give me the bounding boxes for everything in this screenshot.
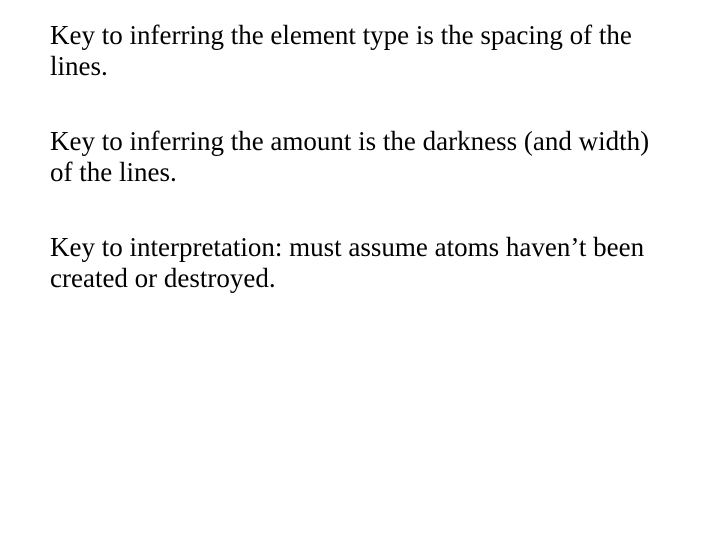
paragraph-2: Key to inferring the amount is the darkn…: [50, 126, 670, 188]
paragraph-1: Key to inferring the element type is the…: [50, 20, 670, 82]
slide-content: Key to inferring the element type is the…: [0, 0, 720, 540]
paragraph-3: Key to interpretation: must assume atoms…: [50, 232, 670, 294]
